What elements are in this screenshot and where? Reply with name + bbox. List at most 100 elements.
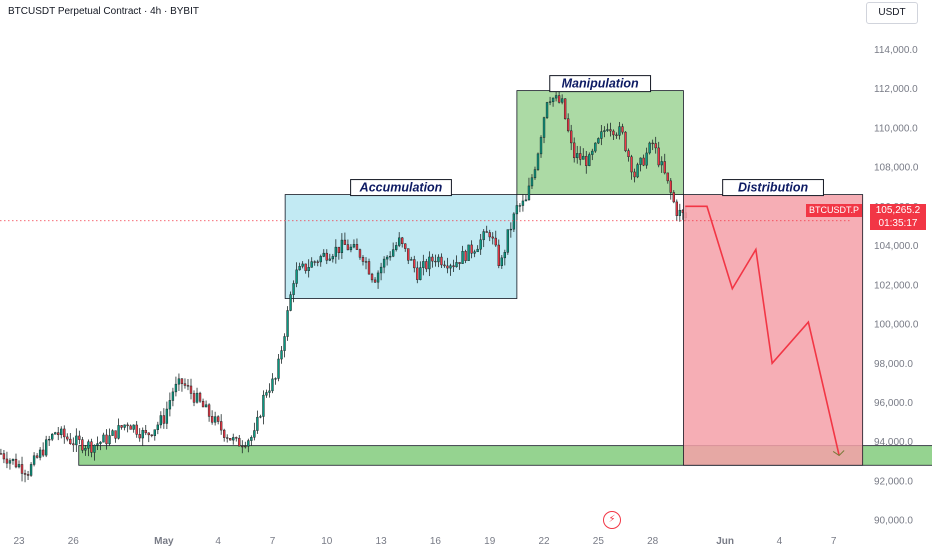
candle-body [177,378,181,385]
candle-body [310,261,313,268]
candle-body [138,434,141,439]
candle-body [238,437,241,447]
candle-body [476,248,479,253]
candle-body [259,416,262,418]
x-tick-label: 10 [321,536,333,547]
lightning-icon[interactable]: ⚡ [603,511,621,529]
candle-body [207,404,211,417]
candle-body [331,256,335,260]
x-tick-label: 13 [376,536,388,547]
candle-body [557,95,561,103]
x-tick-label: 26 [68,536,80,547]
candle-body [54,432,57,435]
candle-body [413,259,416,269]
zone-label: Distribution [738,181,808,195]
candle-body [394,245,398,250]
candle-body [99,441,102,444]
candle-body [105,434,108,445]
candle-body [542,117,546,138]
candle-body [566,118,570,132]
candle-body [461,251,464,264]
candle-body [147,432,150,436]
candle-body [443,264,446,267]
candle-body [23,473,27,475]
candle-body [352,244,356,248]
candle-body [551,97,555,102]
candle-body [603,130,606,132]
candle-body [192,393,196,403]
candle-body [615,134,618,136]
candle-body [280,350,283,360]
candle-body [364,261,368,263]
candle-body [14,458,18,468]
candle-body [93,444,96,453]
candle-body [591,150,594,155]
candle-body [189,385,193,394]
candle-body [44,439,48,456]
candle-body [84,448,87,451]
candle-body [675,201,678,216]
chart-title: BTCUSDT Perpetual Contract · 4h · BYBIT [8,6,199,17]
candle-body [262,394,265,417]
zone-label: Accumulation [359,181,443,195]
candle-body [129,425,132,430]
candle-body [235,437,238,439]
currency-button[interactable]: USDT [866,2,918,24]
candle-body [114,430,117,439]
candle-body [437,256,440,263]
candle-body [247,440,250,447]
candle-body [533,169,537,179]
y-tick-label: 96,000.0 [874,398,913,409]
x-tick-label: 7 [270,536,276,547]
candle-body [307,267,310,272]
candle-body [334,246,338,257]
candle-body [35,455,39,458]
candle-body [482,231,485,241]
candle-body [60,428,63,436]
candle-body [277,358,280,379]
candle-body [162,415,166,424]
candle-body [419,267,422,280]
y-tick-label: 110,000.0 [874,123,918,134]
candle-body [204,404,208,408]
candle-body [479,239,482,250]
candle-body [470,244,473,254]
candle-body [135,424,138,435]
bar-countdown: 01:35:17 [878,218,918,229]
candle-body [198,392,202,402]
candle-body [144,430,147,434]
candle-body [651,142,654,145]
candle-body [153,429,156,436]
candle-body [645,152,648,166]
candle-body [376,272,380,283]
candle-body [156,424,159,430]
candle-body [515,205,519,215]
candle-body [123,424,126,428]
candle-body [213,416,217,423]
candle-body [313,261,316,263]
candle-body [416,267,419,280]
x-tick-label: 4 [777,536,783,547]
symbol-price-tag: BTCUSDT.P [806,204,863,217]
candle-body [633,171,636,178]
candle-body [573,142,576,159]
candle-body [630,156,633,173]
zone-label-box [722,179,824,197]
y-tick-label: 90,000.0 [874,516,913,527]
candle-body [370,273,374,281]
candle-body [509,228,513,231]
candle-body [639,157,642,165]
candle-body [87,441,90,449]
candle-body [226,437,229,439]
candle-body [660,161,663,166]
candle-body [78,435,81,440]
x-tick-label: 4 [215,536,221,547]
x-tick-label: May [154,536,174,547]
candle-body [183,383,187,386]
y-tick-label: 92,000.0 [874,476,913,487]
candle-body [545,102,549,118]
candle-body [274,378,277,380]
candle-body [585,155,588,166]
candle-body [425,261,428,270]
